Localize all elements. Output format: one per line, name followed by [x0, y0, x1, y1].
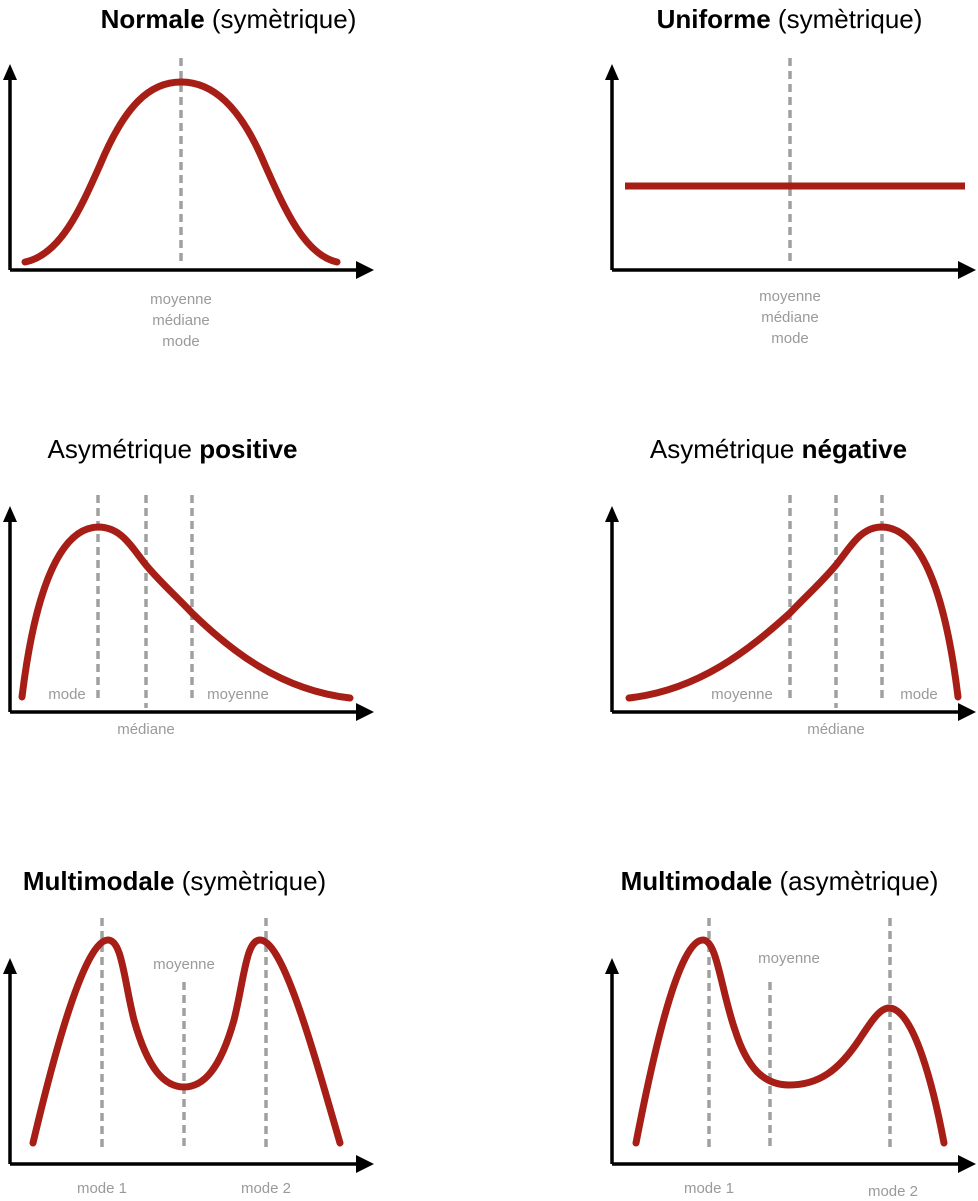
title-bold: Normale — [100, 4, 205, 34]
panel-negative-skew: Asymétrique négative moyenne médiane mod… — [489, 400, 978, 800]
title-bold: Multimodale — [620, 866, 773, 896]
panel-title: Asymétrique négative — [534, 434, 978, 465]
plot-positive-skew: mode médiane moyenne — [3, 495, 374, 738]
label-mediane: médiane — [117, 721, 175, 738]
distribution-curve — [625, 523, 962, 702]
label-mode: mode — [900, 686, 938, 703]
panel-title: Multimodale (symètrique) — [0, 866, 419, 897]
label-mediane: médiane — [807, 721, 865, 738]
y-axis-arrow — [3, 958, 17, 974]
distribution-curve — [632, 936, 948, 1147]
panel-multimodal-symmetric: Multimodale (symètrique) moyenne mode 1 … — [0, 800, 489, 1200]
title-bold: négative — [801, 434, 908, 464]
x-axis-arrow — [356, 703, 374, 721]
x-axis-arrow — [958, 261, 976, 279]
title-rest: (asymètrique) — [772, 866, 939, 896]
distribution-curve — [18, 523, 354, 702]
plot-uniform: moyenne médiane mode — [605, 58, 976, 347]
plot-negative-skew: moyenne médiane mode — [605, 495, 976, 738]
plot-normal: moyenne médiane mode — [3, 58, 374, 350]
title-rest: (symètrique) — [770, 4, 923, 34]
y-axis-arrow — [3, 506, 17, 522]
title-bold: Uniforme — [656, 4, 771, 34]
y-axis-arrow — [605, 64, 619, 80]
x-axis-arrow — [958, 703, 976, 721]
x-axis-arrow — [356, 1155, 374, 1173]
title-plain: Asymétrique — [649, 434, 802, 464]
label-mode: mode — [48, 686, 86, 703]
label-mode1: mode 1 — [77, 1180, 127, 1197]
x-axis-arrow — [958, 1155, 976, 1173]
title-bold: positive — [199, 434, 298, 464]
distribution-curve — [21, 78, 341, 266]
label-moyenne: moyenne — [150, 291, 212, 308]
label-mode2: mode 2 — [241, 1180, 291, 1197]
panel-multimodal-asymmetric: Multimodale (asymètrique) moyenne mode 1… — [489, 800, 978, 1200]
y-axis-arrow — [605, 506, 619, 522]
panel-normal: Normale (symètrique) moyenne médiane mod… — [0, 0, 489, 400]
distribution-curve — [29, 936, 344, 1147]
panel-positive-skew: Asymétrique positive mode médiane moyenn… — [0, 400, 489, 800]
label-mediane: médiane — [761, 309, 819, 326]
label-moyenne: moyenne — [153, 956, 215, 973]
label-mode: mode — [162, 333, 200, 350]
x-axis-arrow — [356, 261, 374, 279]
label-mode1: mode 1 — [684, 1180, 734, 1197]
panel-title: Asymétrique positive — [0, 434, 417, 465]
panel-uniform: Uniforme (symètrique) moyenne médiane mo… — [489, 0, 978, 400]
label-moyenne: moyenne — [711, 686, 773, 703]
y-axis-arrow — [3, 64, 17, 80]
title-bold: Multimodale — [22, 866, 175, 896]
label-moyenne: moyenne — [207, 686, 269, 703]
plot-multimodal-symmetric: moyenne mode 1 mode 2 — [3, 918, 374, 1197]
panel-title: Multimodale (asymètrique) — [535, 866, 978, 897]
panel-title: Normale (symètrique) — [0, 4, 473, 35]
y-axis-arrow — [605, 958, 619, 974]
label-mode2: mode 2 — [868, 1183, 918, 1200]
title-plain: Asymétrique — [47, 434, 200, 464]
panel-title: Uniforme (symètrique) — [545, 4, 978, 35]
label-mediane: médiane — [152, 312, 210, 329]
label-moyenne: moyenne — [759, 288, 821, 305]
title-rest: (symètrique) — [174, 866, 327, 896]
label-moyenne: moyenne — [758, 950, 820, 967]
plot-multimodal-asymmetric: moyenne mode 1 mode 2 — [605, 918, 976, 1200]
label-mode: mode — [771, 330, 809, 347]
title-rest: (symètrique) — [204, 4, 357, 34]
